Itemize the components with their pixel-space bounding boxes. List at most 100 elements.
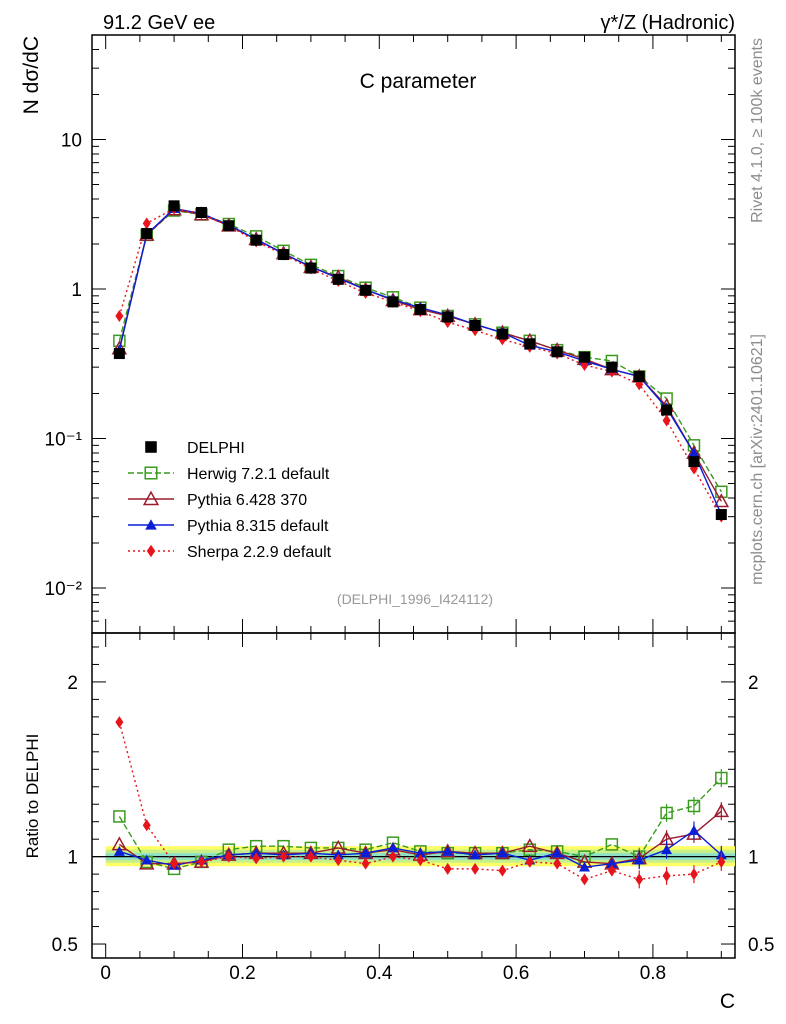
herwig-point (687, 799, 701, 813)
pythia8-point (633, 854, 645, 865)
sherpa-point (662, 414, 671, 427)
pythia8-point (606, 858, 618, 869)
ratio-y-tick-label: 1 (67, 848, 78, 869)
legend-label-pythia8: Pythia 8.315 default (187, 518, 329, 535)
main-series-layer (111, 200, 730, 523)
ratio-y-tick-label-right: 2 (748, 673, 759, 694)
pythia6-point (494, 845, 511, 860)
pythia8-point (688, 824, 700, 835)
x-tick-label: 0.6 (503, 963, 529, 984)
sherpa-point (334, 854, 343, 867)
x-tick-label: 0.4 (366, 963, 393, 984)
sherpa-point (146, 544, 156, 558)
sherpa-point (115, 309, 124, 322)
legend: DELPHI Herwig 7.2.1 default Pythia 6.428 3… (128, 440, 332, 561)
delphi-point (661, 404, 673, 416)
y-axis-label-ratio: Ratio to DELPHI (23, 734, 42, 859)
sherpa-point (388, 850, 397, 863)
pythia8-point (442, 845, 454, 856)
sherpa-point (252, 852, 261, 865)
delphi-point (250, 234, 262, 246)
sherpa-point (635, 873, 644, 886)
y-tick-label: 1 (71, 280, 82, 301)
sherpa-point (279, 850, 288, 863)
delphi-point (305, 262, 317, 274)
pythia8-point (579, 861, 591, 872)
pythia8-point (661, 844, 673, 855)
pythia6-point (713, 803, 730, 818)
ratio-y-tick-label-right: 1 (748, 848, 759, 869)
legend-label-pythia6: Pythia 6.428 370 (187, 492, 307, 509)
sherpa-point (361, 857, 370, 870)
delphi-point (633, 370, 645, 382)
pythia6-point (439, 843, 456, 858)
sherpa-point (170, 857, 179, 870)
ratio-y-tick-label: 0.5 (52, 935, 78, 956)
pythia8-point (469, 849, 481, 860)
delphi-point (141, 228, 153, 240)
delphi-point (113, 348, 125, 360)
x-axis-label: C (720, 990, 735, 1013)
pythia6-line (118, 208, 722, 502)
y-tick-label: 10 (61, 130, 82, 151)
header-left-label: 91.2 GeV ee (103, 12, 215, 34)
delphi-point (360, 284, 372, 296)
delphi-point (387, 296, 399, 308)
sherpa-point (115, 716, 124, 729)
plot-title: C parameter (360, 70, 477, 93)
header-right-label: γ*/Z (Hadronic) (601, 12, 735, 34)
delphi-point (715, 509, 727, 521)
axis-ticks: 0 0.2 0.4 0.6 0.8 10⁻² 10⁻¹ 1 10 0.5 0.5 1 1 2 2 (45, 34, 774, 984)
sherpa-point (224, 850, 233, 863)
x-tick-label: 0.8 (640, 963, 666, 984)
pythia8-point (387, 842, 399, 853)
pythia6-point (522, 838, 538, 853)
y-axis-label-main: N dσ/dC (20, 36, 43, 114)
sherpa-ratio-line (118, 721, 722, 881)
delphi-point (688, 456, 700, 468)
delphi-point (278, 249, 290, 261)
delphi-point (606, 361, 618, 373)
pythia8-point (688, 447, 700, 458)
ratio-plot-frame (91, 632, 736, 959)
ratio-y-tick-label-right: 0.5 (748, 935, 774, 956)
pythia8-point (113, 845, 125, 856)
sherpa-point (416, 854, 425, 867)
analysis-id-label: (DELPHI_1996_I424112) (337, 591, 493, 607)
delphi-point (469, 319, 481, 331)
sherpa-point (689, 868, 698, 881)
legend-label-data: DELPHI (187, 440, 245, 457)
delphi-point (414, 303, 426, 315)
sherpa-point (142, 819, 151, 832)
ratio-y-tick-label: 2 (67, 673, 78, 694)
sherpa-point (142, 217, 151, 230)
pythia8-point (360, 847, 372, 858)
pythia6-point (713, 493, 730, 508)
pythia6-point (142, 490, 160, 506)
y-tick-label: 10⁻² (45, 579, 83, 600)
herwig-point (144, 466, 158, 480)
sherpa-point (498, 864, 507, 877)
herwig-point (605, 838, 619, 851)
delphi-point (223, 220, 235, 232)
sherpa-point (306, 850, 315, 863)
sherpa-point (580, 873, 589, 886)
sherpa-point (607, 864, 616, 877)
legend-label-herwig: Herwig 7.2.1 default (187, 466, 330, 483)
sherpa-point (197, 855, 206, 868)
delphi-point (442, 311, 454, 323)
delphi-point (551, 346, 563, 358)
rivet-version-label: Rivet 4.1.0, ≥ 100k events (749, 38, 766, 223)
pythia8-point (141, 854, 153, 865)
pythia8-point (496, 847, 508, 858)
delphi-point (524, 338, 536, 350)
herwig-point (113, 810, 126, 823)
y-tick-label: 10⁻¹ (45, 429, 83, 450)
delphi-point (496, 328, 508, 340)
mcplots-label: mcplots.cern.ch [arXiv:2401.10621] (749, 334, 766, 585)
pythia8-point (551, 847, 563, 858)
ratio-series-layer (111, 716, 730, 889)
x-tick-label: 0 (100, 963, 111, 984)
herwig-point (660, 806, 673, 820)
